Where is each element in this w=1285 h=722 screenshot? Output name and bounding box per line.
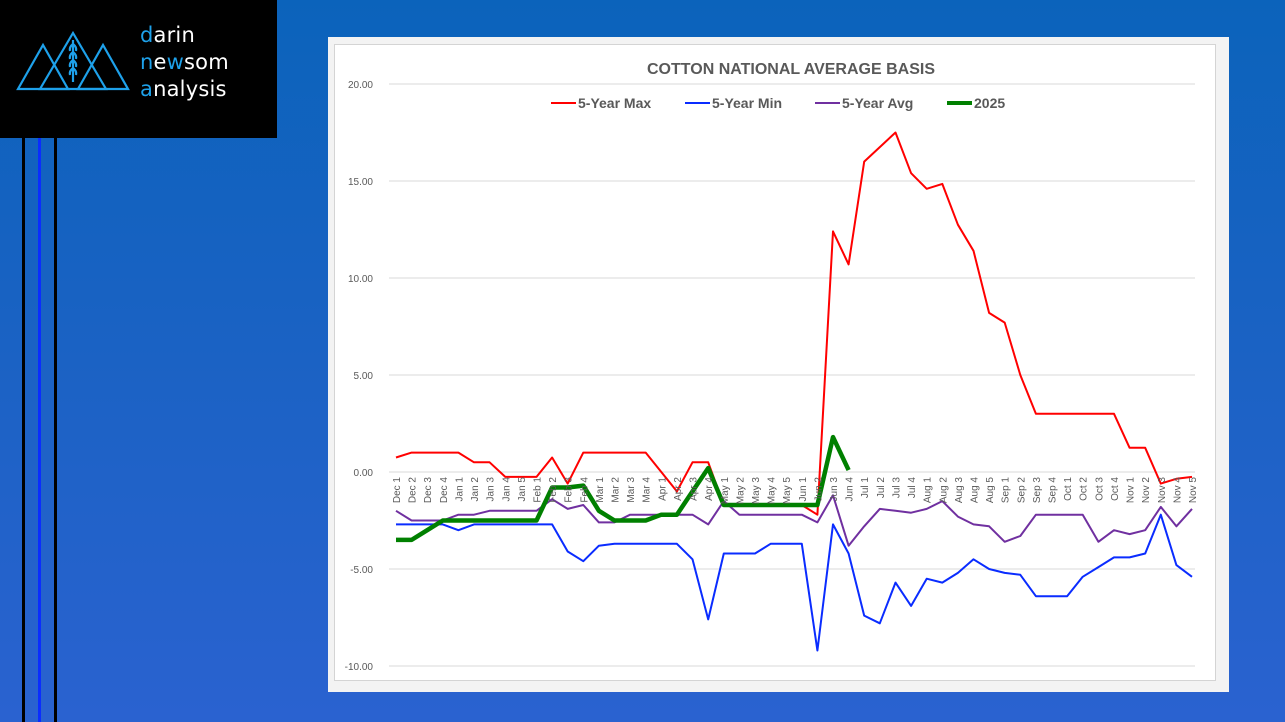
legend-item: 2025 — [947, 95, 1005, 111]
y-tick-label: 15.00 — [348, 177, 373, 188]
x-tick-label: Jun 2 — [813, 477, 824, 502]
x-tick-label: Apr 4 — [704, 477, 715, 501]
x-tick-label: Feb 2 — [548, 477, 559, 503]
series-line-5-year-avg — [395, 494, 1193, 547]
y-tick-label: 0.00 — [354, 468, 374, 479]
x-tick-label: Feb 1 — [532, 477, 543, 503]
x-tick-label: Jul 2 — [876, 477, 887, 499]
legend-item: 5-Year Max — [551, 95, 651, 111]
x-tick-label: Mar 2 — [611, 477, 622, 503]
x-tick-label: Apr 2 — [673, 477, 684, 501]
x-tick-label: May 4 — [767, 477, 778, 505]
x-tick-label: Jan 1 — [454, 477, 465, 502]
x-tick-label: Nov 1 — [1126, 477, 1137, 504]
legend-item: 5-Year Avg — [815, 95, 913, 111]
x-tick-label: Aug 4 — [969, 477, 980, 504]
x-tick-label: Dec 3 — [423, 477, 434, 504]
x-tick-label: Dec 1 — [392, 477, 403, 504]
mountains-wheat-icon — [16, 30, 130, 91]
x-tick-label: Aug 2 — [938, 477, 949, 504]
line-chart: COTTON NATIONAL AVERAGE BASIS 5-Year Max… — [345, 61, 1199, 673]
x-tick-label: Nov 5 — [1188, 477, 1199, 504]
x-tick-label: Feb 4 — [579, 477, 590, 503]
legend-label: 5-Year Max — [578, 95, 651, 111]
chart-area: COTTON NATIONAL AVERAGE BASIS 5-Year Max… — [334, 44, 1216, 681]
x-tick-label: Aug 1 — [923, 477, 934, 504]
brand-initial-a: a — [140, 77, 154, 101]
x-tick-label: Aug 3 — [954, 477, 965, 504]
x-tick-label: Sep 3 — [1032, 477, 1043, 504]
legend-label: 5-Year Avg — [842, 95, 913, 111]
x-tick-label: May 5 — [782, 477, 793, 505]
x-tick-label: Nov 3 — [1157, 477, 1168, 504]
y-tick-label: 20.00 — [348, 80, 373, 91]
x-tick-label: Apr 1 — [657, 477, 668, 501]
y-tick-label: -5.00 — [350, 565, 373, 576]
chart-legend: 5-Year Max 5-Year Min 5-Year Avg 2025 — [551, 95, 1005, 111]
x-tick-label: Jul 3 — [891, 477, 902, 499]
x-tick-label: Jan 2 — [470, 477, 481, 502]
legend-label: 5-Year Min — [712, 95, 782, 111]
x-tick-label: Jan 5 — [517, 477, 528, 502]
x-tick-label: Nov 4 — [1172, 477, 1183, 504]
x-tick-label: Feb 3 — [564, 477, 575, 503]
chart-series — [395, 131, 1193, 652]
brand-initial-n: n — [140, 50, 154, 74]
x-tick-label: Oct 3 — [1094, 477, 1105, 501]
chart-frame: COTTON NATIONAL AVERAGE BASIS 5-Year Max… — [328, 37, 1229, 692]
series-line-5-year-min — [396, 513, 1193, 652]
brand-wordmark: darin newsom analysis — [140, 22, 229, 103]
chart-gridlines — [389, 83, 1195, 667]
y-tick-label: 5.00 — [354, 371, 374, 382]
x-axis-ticks: Dec 1 Dec 2 Dec 3 Dec 4 Jan 1 Jan 2 Jan 3 Jan 4… — [392, 477, 1199, 505]
x-tick-label: Jul 4 — [907, 477, 918, 499]
brand-word-analysis: nalysis — [153, 77, 227, 101]
x-tick-label: Sep 2 — [1016, 477, 1027, 504]
x-tick-label: Jun 3 — [829, 477, 840, 502]
brand-word-newsom-e: e — [153, 50, 167, 74]
x-tick-label: Jul 1 — [860, 477, 871, 499]
legend-label: 2025 — [974, 95, 1005, 111]
x-tick-label: Mar 4 — [642, 477, 653, 503]
brand-initial-d: d — [140, 23, 154, 47]
decorative-line-blue — [38, 138, 41, 722]
x-tick-label: Sep 1 — [1001, 477, 1012, 504]
x-tick-label: Nov 2 — [1141, 477, 1152, 504]
x-tick-label: Dec 2 — [408, 477, 419, 504]
x-tick-label: Jan 4 — [501, 477, 512, 502]
x-tick-label: Oct 1 — [1063, 477, 1074, 501]
x-tick-label: Oct 4 — [1110, 477, 1121, 501]
decorative-line-black-2 — [54, 138, 57, 722]
x-tick-label: Dec 4 — [439, 477, 450, 504]
series-line-5-year-max — [395, 131, 1193, 516]
brand-logo: darin newsom analysis — [0, 0, 277, 138]
x-tick-label: Sep 4 — [1048, 477, 1059, 504]
x-tick-label: Jun 4 — [845, 477, 856, 502]
y-tick-label: -10.00 — [345, 662, 374, 673]
x-tick-label: Apr 3 — [689, 477, 700, 501]
x-tick-label: Jun 1 — [798, 477, 809, 502]
y-tick-label: 10.00 — [348, 274, 373, 285]
x-tick-label: Oct 2 — [1079, 477, 1090, 501]
y-axis-ticks: 20.00 15.00 10.00 5.00 0.00 -5.00 -10.00 — [345, 80, 374, 673]
legend-item: 5-Year Min — [685, 95, 782, 111]
brand-word-newsom-rest: som — [184, 50, 229, 74]
brand-word-darin: arin — [153, 23, 195, 47]
x-tick-label: Mar 1 — [595, 477, 606, 503]
brand-letter-w: w — [166, 50, 185, 74]
x-tick-label: May 2 — [735, 477, 746, 505]
x-tick-label: May 3 — [751, 477, 762, 505]
series-line-2025 — [396, 434, 851, 543]
x-tick-label: Jan 3 — [486, 477, 497, 502]
chart-title: COTTON NATIONAL AVERAGE BASIS — [647, 61, 935, 78]
x-tick-label: Aug 5 — [985, 477, 996, 504]
x-tick-label: May 1 — [720, 477, 731, 505]
decorative-line-black-1 — [22, 138, 25, 722]
x-tick-label: Mar 3 — [626, 477, 637, 503]
